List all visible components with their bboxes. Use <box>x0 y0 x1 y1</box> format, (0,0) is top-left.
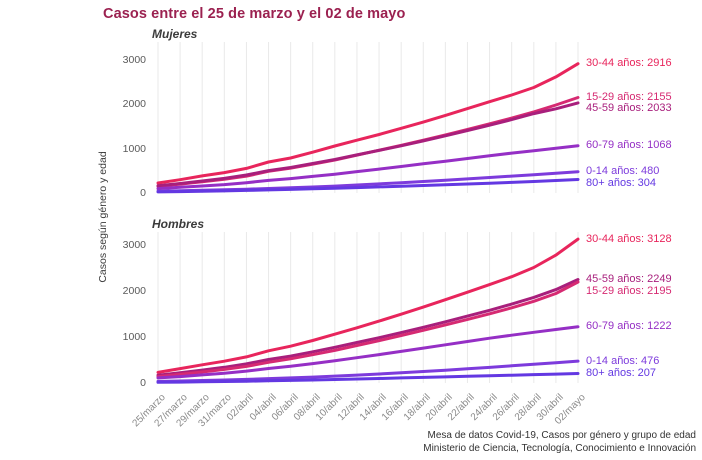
y-tick-label: 1000 <box>122 142 146 155</box>
series-end-label-60-79-a-os: 60-79 años: 1222 <box>586 320 672 333</box>
panel-title-mujeres: Mujeres <box>152 27 198 41</box>
series-line-0-14-a-os <box>156 359 580 383</box>
series-line-60-79-a-os <box>156 325 580 380</box>
series-line-30-44-a-os <box>156 62 580 185</box>
series-line-60-79-a-os <box>156 144 580 191</box>
series-line-80+-a-os <box>156 178 580 194</box>
y-tick-label: 2000 <box>122 285 146 297</box>
source-line-2: Ministerio de Ciencia, Tecnología, Conoc… <box>423 443 696 454</box>
series-end-label-0-14-a-os: 0-14 años: 480 <box>586 165 660 178</box>
source-attribution: Mesa de datos Covid-19, Casos por género… <box>423 429 696 455</box>
line-chart-mujeres <box>156 42 580 194</box>
y-tick-label: 1000 <box>122 331 146 343</box>
series-end-label-80+-a-os: 80+ años: 304 <box>586 176 657 189</box>
series-end-label-0-14-a-os: 0-14 años: 476 <box>586 354 660 367</box>
y-tick-label: 0 <box>140 187 146 199</box>
series-end-label-15-29-a-os: 15-29 años: 2195 <box>586 284 672 297</box>
series-line-15-29-a-os <box>156 280 580 379</box>
line-chart-hombres <box>156 232 580 384</box>
series-line-45-59-a-os <box>156 278 580 377</box>
series-line-45-59-a-os <box>156 101 580 188</box>
series-end-label-15-29-a-os: 15-29 años: 2155 <box>586 90 672 103</box>
series-line-80+-a-os <box>156 372 580 384</box>
y-tick-label: 0 <box>140 377 146 389</box>
series-line-30-44-a-os <box>156 237 580 374</box>
series-end-label-30-44-a-os: 30-44 años: 2916 <box>586 57 672 70</box>
series-end-label-60-79-a-os: 60-79 años: 1068 <box>586 139 672 152</box>
series-end-label-30-44-a-os: 30-44 años: 3128 <box>586 232 672 245</box>
series-end-label-45-59-a-os: 45-59 años: 2249 <box>586 273 672 286</box>
source-line-1: Mesa de datos Covid-19, Casos por género… <box>427 430 696 441</box>
y-tick-label: 2000 <box>122 98 146 111</box>
panel-title-hombres: Hombres <box>152 217 205 231</box>
y-tick-label: 3000 <box>122 54 146 66</box>
y-tick-label: 3000 <box>122 239 146 251</box>
chart-title: Casos entre el 25 de marzo y el 02 de ma… <box>103 6 406 22</box>
series-end-label-45-59-a-os: 45-59 años: 2033 <box>586 102 672 115</box>
series-end-label-80+-a-os: 80+ años: 207 <box>586 366 657 379</box>
